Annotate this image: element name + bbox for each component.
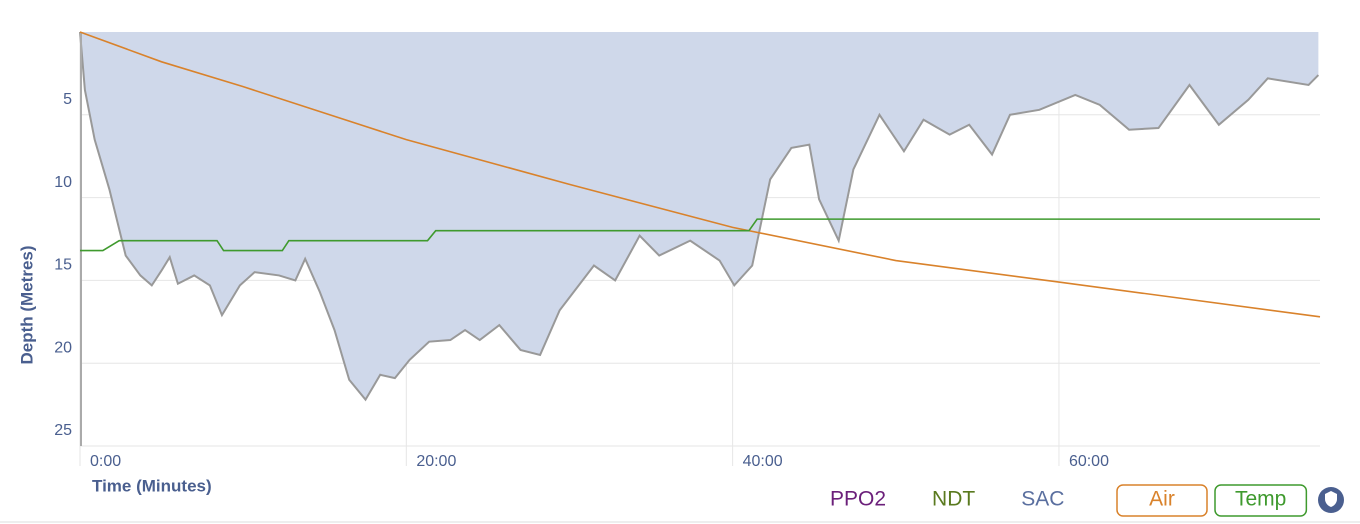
legend-toggle[interactable]: Air [1116, 484, 1208, 517]
x-tick-label: 0:00 [90, 453, 121, 470]
y-tick-label: 5 [63, 91, 72, 108]
series-line [80, 218, 1320, 252]
y-tick-label: 10 [54, 174, 72, 191]
legend-box [1214, 484, 1308, 517]
depth-line [79, 31, 1320, 402]
legend-label: Air [1149, 488, 1175, 511]
x-tick-label: 60:00 [1069, 453, 1109, 470]
x-axis-title: Time (Minutes) [92, 476, 212, 495]
x-tick-label: 20:00 [416, 453, 456, 470]
x-tick-label: 40:00 [743, 453, 783, 470]
series-line [79, 31, 1321, 318]
legend-toggle[interactable]: NDT [932, 488, 975, 511]
shield-icon [1325, 491, 1337, 507]
y-axis-title: Depth (Metres) [17, 245, 36, 364]
legend-toggle[interactable]: PPO2 [830, 488, 886, 511]
legend-toggle[interactable]: SAC [1021, 488, 1064, 511]
legend-label: Temp [1235, 488, 1286, 511]
y-tick-label: 15 [54, 257, 72, 274]
legend-toggle[interactable]: Temp [1214, 484, 1308, 517]
shield-button[interactable] [1318, 487, 1344, 513]
legend-box [1116, 484, 1208, 517]
y-tick-label: 25 [54, 422, 72, 439]
depth-area [80, 32, 1319, 400]
y-tick-label: 20 [54, 339, 72, 356]
